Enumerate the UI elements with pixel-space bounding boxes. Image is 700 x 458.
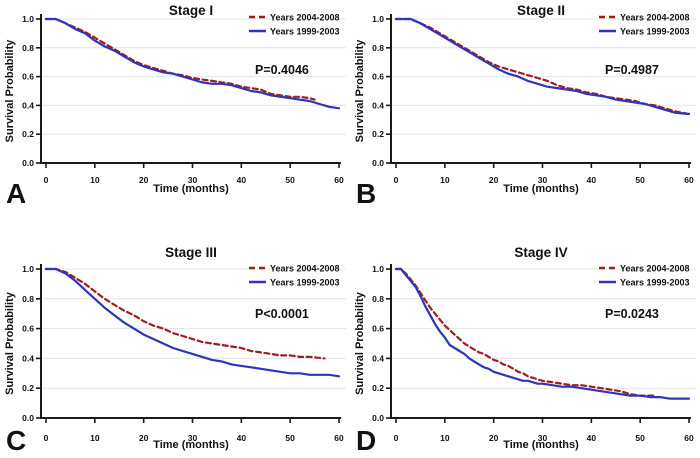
y-tick-label: 0.0 <box>372 413 384 423</box>
x-axis-label: Time (months) <box>503 439 579 451</box>
x-tick-label: 60 <box>334 175 344 185</box>
y-tick-label: 0.8 <box>22 43 34 53</box>
y-tick-label: 1.0 <box>22 14 34 24</box>
y-axis-label: Survival Probability <box>4 291 16 395</box>
x-tick-label: 30 <box>188 175 198 185</box>
panel-letter: A <box>6 178 26 209</box>
y-tick-label: 0.2 <box>22 129 34 139</box>
x-tick-label: 20 <box>139 433 149 443</box>
panel-stage-ii: 1.0 0.8 0.6 0.4 0.2 0.0 0 10 20 30 40 50 60 Time (mon… <box>350 0 700 229</box>
x-tick-label: 40 <box>587 175 597 185</box>
y-tick-label: 0.4 <box>22 353 34 363</box>
x-tick-label: 50 <box>285 175 295 185</box>
y-tick-label: 0.0 <box>372 158 384 168</box>
legend-entry-label: Years 2004-2008 <box>620 13 690 23</box>
survival-chart-stage-iv: 1.0 0.8 0.6 0.4 0.2 0.0 0 10 20 30 40 50 60 Time (mon… <box>354 245 696 456</box>
y-tick-label: 0.8 <box>372 294 384 304</box>
panel-stage-iv: 1.0 0.8 0.6 0.4 0.2 0.0 0 10 20 30 40 50 60 Time (mon… <box>350 229 700 458</box>
legend-entry-label: Years 1999-2003 <box>270 278 340 288</box>
survival-curve-2004-2008 <box>394 267 656 397</box>
legend-entry-label: Years 1999-2003 <box>620 27 690 37</box>
x-tick-label: 0 <box>394 175 399 185</box>
survival-curve-2004-2008 <box>44 267 326 360</box>
survival-curve-1999-2003 <box>394 267 691 400</box>
survival-curve-1999-2003 <box>44 17 341 110</box>
p-value-label: P<0.0001 <box>255 307 309 321</box>
x-axis-label: Time (months) <box>153 439 229 451</box>
p-value-label: P=0.0243 <box>605 307 659 321</box>
x-tick-label: 10 <box>440 433 450 443</box>
survival-curve-2004-2008 <box>394 17 691 116</box>
legend-entry-label: Years 2004-2008 <box>270 13 340 23</box>
x-tick-label: 60 <box>334 433 344 443</box>
y-tick-label: 0.8 <box>22 294 34 304</box>
x-axis-label: Time (months) <box>153 183 229 195</box>
x-tick-label: 30 <box>188 433 198 443</box>
legend-entry-label: Years 2004-2008 <box>270 264 340 274</box>
x-tick-label: 50 <box>285 433 295 443</box>
survival-chart-stage-i: 1.0 0.8 0.6 0.4 0.2 0.0 0 10 20 30 40 50 60 Time (mon… <box>4 3 346 209</box>
x-tick-label: 20 <box>489 433 499 443</box>
panel-stage-i: 1.0 0.8 0.6 0.4 0.2 0.0 0 10 20 30 40 50 60 Time (mon… <box>0 0 350 229</box>
x-tick-label: 30 <box>538 433 548 443</box>
x-tick-label: 10 <box>440 175 450 185</box>
panel-letter: D <box>356 425 376 456</box>
panel-letter: C <box>6 425 26 456</box>
panel-stage-iii: 1.0 0.8 0.6 0.4 0.2 0.0 0 10 20 30 40 50 60 Time (mon… <box>0 229 350 458</box>
x-tick-label: 0 <box>394 433 399 443</box>
p-value-label: P=0.4987 <box>605 63 659 77</box>
legend-entry-label: Years 1999-2003 <box>270 27 340 37</box>
x-tick-label: 50 <box>635 433 645 443</box>
x-tick-label: 20 <box>139 175 149 185</box>
panel-title: Stage III <box>165 245 217 260</box>
y-tick-label: 0.2 <box>372 129 384 139</box>
y-axis-label: Survival Probability <box>4 39 16 143</box>
survival-chart-stage-ii: 1.0 0.8 0.6 0.4 0.2 0.0 0 10 20 30 40 50 60 Time (mon… <box>354 3 696 209</box>
x-tick-label: 40 <box>237 175 247 185</box>
panel-title: Stage II <box>517 3 565 18</box>
x-tick-label: 0 <box>44 433 49 443</box>
panel-letter: B <box>356 178 376 209</box>
x-tick-label: 50 <box>635 175 645 185</box>
y-tick-label: 0.8 <box>372 43 384 53</box>
y-tick-label: 0.0 <box>22 158 34 168</box>
survival-curve-2004-2008 <box>44 17 316 101</box>
x-tick-label: 60 <box>684 433 694 443</box>
y-tick-label: 0.4 <box>372 353 384 363</box>
y-axis-label: Survival Probability <box>354 39 366 143</box>
x-tick-label: 0 <box>44 175 49 185</box>
y-tick-label: 0.0 <box>22 413 34 423</box>
x-tick-label: 10 <box>90 433 100 443</box>
survival-chart-stage-iii: 1.0 0.8 0.6 0.4 0.2 0.0 0 10 20 30 40 50 60 Time (mon… <box>4 245 346 456</box>
x-tick-label: 30 <box>538 175 548 185</box>
y-tick-label: 0.6 <box>22 324 34 334</box>
x-tick-label: 20 <box>489 175 499 185</box>
x-tick-label: 40 <box>237 433 247 443</box>
legend-entry-label: Years 1999-2003 <box>620 278 690 288</box>
y-tick-label: 0.4 <box>22 100 34 110</box>
panel-title: Stage IV <box>514 245 567 260</box>
y-tick-label: 0.6 <box>22 72 34 82</box>
x-tick-label: 60 <box>684 175 694 185</box>
x-axis-label: Time (months) <box>503 183 579 195</box>
y-tick-label: 1.0 <box>22 264 34 274</box>
survival-curve-1999-2003 <box>394 17 691 116</box>
panel-title: Stage I <box>169 3 213 18</box>
y-tick-label: 0.4 <box>372 100 384 110</box>
y-tick-label: 0.6 <box>372 72 384 82</box>
y-tick-label: 0.2 <box>372 383 384 393</box>
y-axis-label: Survival Probability <box>354 291 366 395</box>
survival-curve-1999-2003 <box>44 267 341 378</box>
y-tick-label: 1.0 <box>372 14 384 24</box>
x-tick-label: 40 <box>587 433 597 443</box>
y-tick-label: 0.6 <box>372 324 384 334</box>
x-tick-label: 10 <box>90 175 100 185</box>
y-tick-label: 0.2 <box>22 383 34 393</box>
y-tick-label: 1.0 <box>372 264 384 274</box>
legend-entry-label: Years 2004-2008 <box>620 264 690 274</box>
p-value-label: P=0.4046 <box>255 63 309 77</box>
